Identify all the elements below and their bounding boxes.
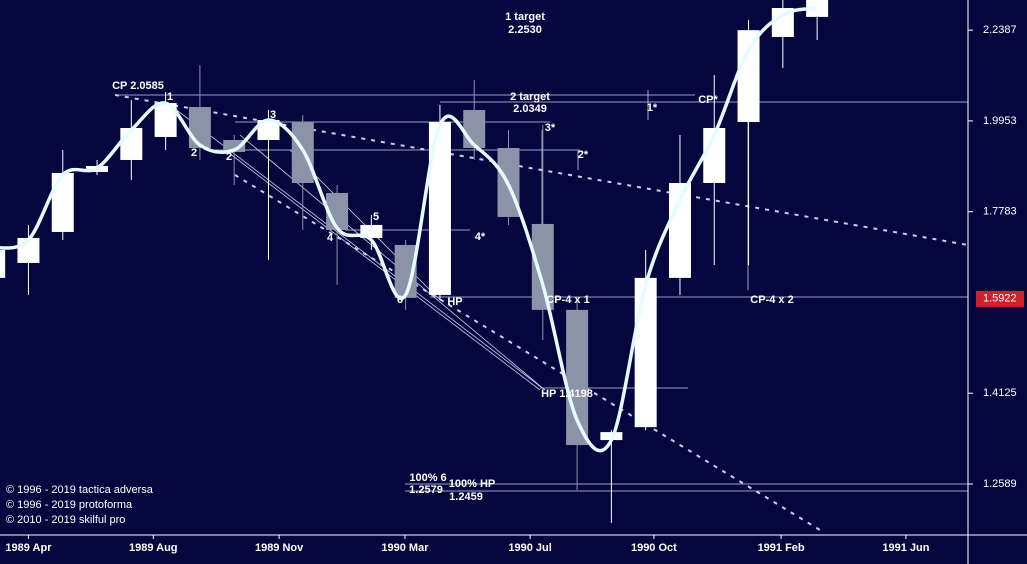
drawing-tools bbox=[114, 90, 968, 531]
annotation: 2 target bbox=[510, 91, 550, 103]
candle-body bbox=[463, 110, 486, 148]
annotation: 3 bbox=[270, 109, 276, 121]
candle-body bbox=[703, 128, 726, 183]
trend-line bbox=[114, 94, 968, 246]
candle-body bbox=[154, 103, 177, 137]
candle-body bbox=[566, 309, 589, 446]
annotation: CP* bbox=[698, 94, 718, 106]
annotation: 3* bbox=[545, 122, 556, 134]
annotation: 2.2530 bbox=[508, 24, 542, 36]
x-tick-label: 1991 Feb bbox=[758, 542, 805, 554]
annotation: 1 target bbox=[505, 11, 545, 23]
last-price-label: 1.5922 bbox=[983, 293, 1017, 305]
candle-body bbox=[0, 249, 6, 278]
candle-body bbox=[531, 223, 554, 310]
annotation: 4 bbox=[327, 232, 334, 244]
annotation: 100% HP bbox=[449, 478, 495, 490]
y-tick-label: 1.9953 bbox=[983, 115, 1017, 127]
x-tick-label: 1989 Apr bbox=[5, 542, 52, 554]
candle-body bbox=[737, 30, 760, 123]
annotation: HP 1.4198 bbox=[541, 388, 593, 400]
annotation: 1* bbox=[647, 102, 658, 114]
annotation: HP bbox=[447, 296, 462, 308]
labels: 2.2387 1.9953 1.7783 1.4125 1.2589 1989 Apr 19… bbox=[5, 11, 1024, 554]
x-tick-label: 1990 Mar bbox=[381, 542, 429, 554]
annotation: 1.2579 bbox=[409, 484, 443, 496]
x-tick-label: 1990 Oct bbox=[631, 542, 677, 554]
annotation: 2.0349 bbox=[513, 103, 547, 115]
annotation: CP 2.0585 bbox=[112, 80, 164, 92]
y-tick-label: 1.7783 bbox=[983, 206, 1017, 218]
x-tick-label: 1991 Jun bbox=[882, 542, 929, 554]
candle-body bbox=[120, 128, 143, 160]
last-price-tag bbox=[976, 290, 1024, 307]
candle-body bbox=[51, 172, 74, 232]
x-tick-label: 1989 Aug bbox=[129, 542, 178, 554]
y-tick-label: 2.2387 bbox=[983, 24, 1017, 36]
annotation: 1.2459 bbox=[449, 491, 483, 503]
copyright: © 2010 - 2019 skilful pro bbox=[6, 514, 125, 526]
annotation: CP-4 x 1 bbox=[546, 294, 589, 306]
annotation: 2* bbox=[578, 149, 589, 161]
annotation: 2 bbox=[191, 147, 197, 159]
candle-body bbox=[634, 277, 657, 428]
candle-body bbox=[428, 122, 451, 295]
copyright: © 1996 - 2019 protoforma bbox=[6, 499, 133, 511]
annotation: 4* bbox=[475, 231, 486, 243]
annotation: 5 bbox=[373, 211, 379, 223]
annotation: 6 bbox=[397, 294, 403, 306]
annotation: 1 bbox=[167, 91, 173, 103]
plot-area bbox=[0, 0, 829, 523]
average-line bbox=[0, 6, 818, 453]
candle-body bbox=[771, 8, 794, 38]
candle-body bbox=[223, 140, 246, 152]
copyright: © 1996 - 2019 tactica adversa bbox=[6, 484, 154, 496]
drawing-line bbox=[239, 134, 546, 391]
x-tick-label: 1990 Jul bbox=[508, 542, 551, 554]
annotation: 2 bbox=[226, 151, 232, 163]
trend-line bbox=[234, 174, 821, 531]
candle-body bbox=[668, 182, 691, 278]
annotation: CP-4 x 2 bbox=[750, 294, 793, 306]
annotation: 100% 6 bbox=[409, 472, 446, 484]
candle-body bbox=[257, 120, 280, 141]
x-tick-label: 1989 Nov bbox=[255, 542, 304, 554]
drawing-line bbox=[169, 104, 546, 391]
drawing-line bbox=[224, 149, 541, 391]
candle-body bbox=[188, 107, 211, 148]
y-tick-label: 1.2589 bbox=[983, 478, 1017, 490]
y-tick-label: 1.4125 bbox=[983, 387, 1017, 399]
